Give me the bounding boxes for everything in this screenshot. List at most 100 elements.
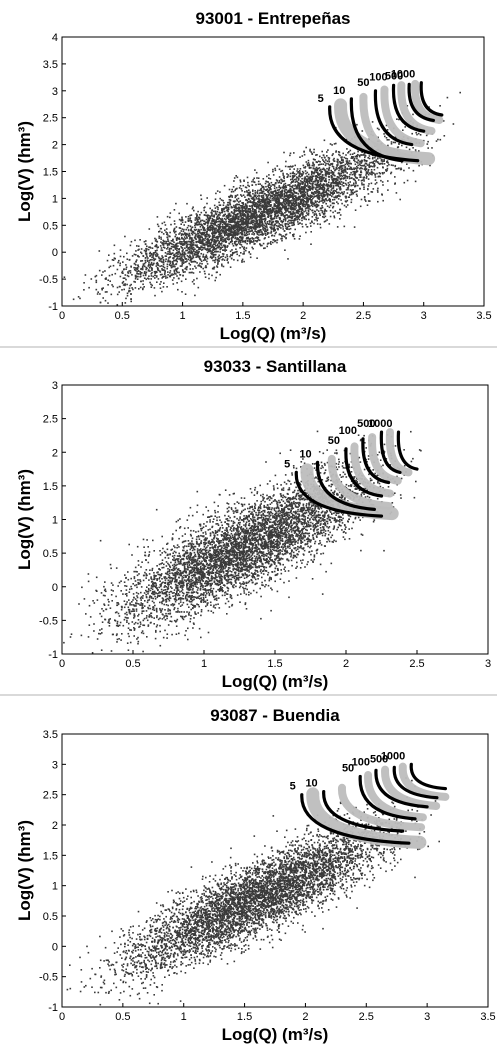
data-point: [359, 168, 361, 170]
data-point: [222, 199, 224, 202]
data-point: [260, 192, 262, 194]
data-point: [326, 194, 329, 197]
data-point: [200, 223, 203, 226]
data-point: [258, 200, 260, 202]
data-point: [98, 250, 101, 252]
data-point: [238, 209, 240, 211]
data-point: [217, 226, 220, 228]
data-point: [294, 218, 296, 220]
data-point: [354, 167, 357, 169]
data-point: [331, 144, 333, 146]
data-point: [300, 182, 302, 184]
data-point: [292, 172, 294, 174]
data-point: [285, 201, 288, 203]
data-point: [326, 185, 329, 188]
data-point: [242, 210, 244, 213]
data-point: [131, 255, 134, 257]
data-point: [172, 249, 175, 252]
data-point: [326, 199, 328, 202]
data-point: [154, 250, 157, 252]
data-point: [331, 202, 334, 205]
data-point: [354, 184, 357, 187]
data-point: [260, 229, 262, 232]
data-point: [185, 268, 188, 271]
data-point: [199, 220, 202, 223]
data-point: [171, 279, 174, 281]
data-point: [328, 206, 331, 209]
data-point: [208, 228, 210, 230]
data-point: [270, 185, 272, 187]
data-point: [260, 233, 262, 236]
data-point: [322, 183, 325, 185]
data-point: [315, 194, 318, 197]
data-point: [207, 244, 209, 247]
data-point: [106, 291, 108, 293]
data-point: [290, 196, 292, 198]
data-point: [394, 136, 397, 139]
data-point: [300, 208, 302, 210]
data-point: [299, 192, 302, 195]
data-point: [299, 213, 302, 216]
data-point: [328, 169, 330, 172]
data-point: [264, 193, 266, 195]
data-point: [169, 231, 171, 234]
data-point: [242, 234, 244, 236]
data-point: [221, 253, 224, 255]
data-point: [246, 237, 248, 239]
data-point: [215, 227, 217, 230]
data-point: [284, 214, 286, 217]
data-point: [311, 216, 314, 218]
data-point: [247, 237, 250, 240]
data-point: [194, 217, 197, 219]
data-point: [263, 210, 265, 213]
data-point: [175, 242, 178, 245]
data-point: [314, 167, 316, 170]
data-point: [278, 181, 281, 184]
data-point: [312, 172, 314, 174]
data-point: [168, 264, 171, 266]
data-point: [123, 277, 126, 279]
data-point: [231, 195, 233, 197]
data-point: [286, 202, 288, 205]
data-point: [259, 192, 261, 194]
data-point: [243, 226, 245, 229]
data-point: [259, 223, 261, 225]
data-point: [336, 226, 339, 228]
data-point: [281, 179, 283, 181]
data-point: [175, 270, 178, 273]
data-point: [169, 274, 172, 277]
data-point: [153, 252, 156, 254]
data-point: [256, 226, 258, 229]
data-point: [226, 259, 228, 261]
data-point: [201, 239, 203, 241]
data-point: [220, 237, 223, 240]
data-point: [175, 226, 178, 228]
data-point: [124, 283, 126, 285]
data-point: [200, 198, 203, 200]
data-point: [269, 214, 272, 217]
data-point: [296, 212, 298, 214]
data-point: [247, 201, 250, 203]
data-point: [270, 212, 273, 214]
data-point: [323, 201, 326, 203]
data-point: [241, 208, 244, 211]
data-point: [169, 275, 172, 278]
data-point: [216, 271, 218, 273]
data-point: [345, 179, 347, 182]
data-point: [319, 168, 322, 171]
data-point: [221, 230, 223, 232]
data-point: [212, 235, 214, 237]
data-point: [220, 199, 223, 201]
data-point: [150, 283, 152, 286]
data-point: [292, 208, 294, 210]
data-point: [292, 202, 295, 204]
data-point: [234, 196, 237, 199]
data-point: [334, 210, 337, 212]
data-point: [295, 196, 297, 198]
data-point: [293, 209, 295, 211]
data-point: [249, 200, 252, 203]
data-point: [267, 201, 269, 203]
data-point: [231, 253, 234, 256]
data-point: [252, 208, 254, 211]
data-point: [255, 209, 257, 211]
